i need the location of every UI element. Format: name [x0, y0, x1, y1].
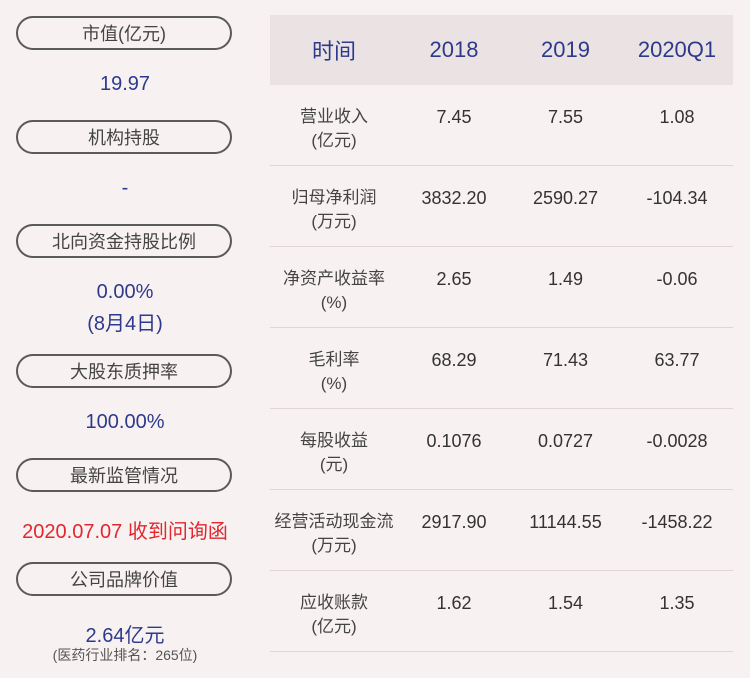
pledge-rate-label: 大股东质押率 — [16, 354, 232, 388]
cell-2019: 71.43 — [542, 350, 589, 370]
institutional-holding-label: 机构持股 — [16, 120, 232, 154]
institutional-holding-value: - — [121, 177, 129, 199]
row-metric-name: 经营活动现金流 — [274, 512, 394, 531]
cell-2018: 2.65 — [436, 269, 472, 289]
row-metric-unit: (亿元) — [311, 131, 357, 150]
summary-panel: 市值(亿元) 19.97 机构持股 - 北向资金持股比例 0.00% (8月4日… — [0, 0, 250, 678]
northbound-ratio-date: (8月4日) — [87, 313, 163, 335]
cell-2020q1: 63.77 — [654, 350, 700, 370]
table-row: 营业收入 (亿元) 7.45 7.55 1.08 — [270, 85, 733, 166]
cell-2020q1: 1.08 — [659, 107, 695, 127]
cell-2020q1: -1458.22 — [641, 512, 713, 532]
header-2020q1: 2020Q1 — [637, 37, 717, 62]
header-2019: 2019 — [541, 37, 590, 62]
cell-2019: 7.55 — [547, 107, 584, 127]
table-row: 净资产收益率 (%) 2.65 1.49 -0.06 — [270, 247, 733, 328]
cell-2019: 1.54 — [547, 593, 584, 613]
row-metric-name: 净资产收益率 — [283, 269, 385, 288]
cell-2018: 2917.90 — [421, 512, 487, 532]
row-metric-name: 营业收入 — [300, 107, 368, 126]
regulation-status-value: 2020.07.07 收到问询函 — [22, 521, 228, 543]
market-cap-value: 19.97 — [99, 73, 151, 95]
regulation-status-label: 最新监管情况 — [16, 458, 232, 492]
northbound-ratio-label: 北向资金持股比例 — [16, 224, 232, 258]
cell-2019: 11144.55 — [529, 512, 602, 532]
cell-2019: 1.49 — [547, 269, 584, 289]
row-metric-name: 归母净利润 — [291, 188, 377, 207]
row-metric-unit: (%) — [320, 374, 348, 393]
cell-2018: 68.29 — [431, 350, 477, 370]
row-metric-unit: (万元) — [311, 212, 357, 231]
pledge-rate-value: 100.00% — [85, 411, 165, 433]
market-cap-label: 市值(亿元) — [16, 16, 232, 50]
header-period: 时间 — [311, 39, 356, 64]
brand-value-rank-note: (医药行业排名：265位) — [52, 647, 198, 663]
row-metric-unit: (%) — [320, 293, 348, 312]
row-metric-name: 毛利率 — [308, 350, 360, 369]
header-2018: 2018 — [429, 37, 479, 62]
table-row: 应收账款 (亿元) 1.62 1.54 1.35 — [270, 571, 733, 652]
brand-value-label: 公司品牌价值 — [16, 562, 232, 596]
cell-2019: 0.0727 — [537, 431, 594, 451]
row-metric-unit: (亿元) — [311, 617, 357, 636]
cell-2020q1: -0.06 — [656, 269, 698, 289]
row-metric-unit: (万元) — [311, 536, 357, 555]
table-row: 归母净利润 (万元) 3832.20 2590.27 -104.34 — [270, 166, 733, 247]
table-row: 经营活动现金流 (万元) 2917.90 11144.55 -1458.22 — [270, 490, 733, 571]
row-metric-name: 应收账款 — [300, 593, 368, 612]
table-row: 毛利率 (%) 68.29 71.43 63.77 — [270, 328, 733, 409]
cell-2018: 7.45 — [436, 107, 472, 127]
cell-2018: 1.62 — [436, 593, 472, 613]
brand-value-value: 2.64亿元 — [85, 625, 165, 647]
cell-2020q1: 1.35 — [659, 593, 695, 613]
table-row: 每股收益 (元) 0.1076 0.0727 -0.0028 — [270, 409, 733, 490]
cell-2020q1: -0.0028 — [646, 431, 708, 451]
cell-2018: 0.1076 — [426, 431, 482, 451]
cell-2020q1: -104.34 — [646, 188, 708, 208]
table-header: 时间 2018 2019 2020Q1 — [270, 15, 733, 85]
cell-2018: 3832.20 — [421, 188, 487, 208]
row-metric-name: 每股收益 — [300, 431, 368, 450]
financial-table: 时间 2018 2019 2020Q1 营业收入 (亿元) 7.45 7.55 1… — [270, 15, 733, 652]
northbound-ratio-value: 0.00% — [96, 281, 154, 303]
cell-2019: 2590.27 — [532, 188, 599, 208]
row-metric-unit: (元) — [319, 455, 349, 474]
